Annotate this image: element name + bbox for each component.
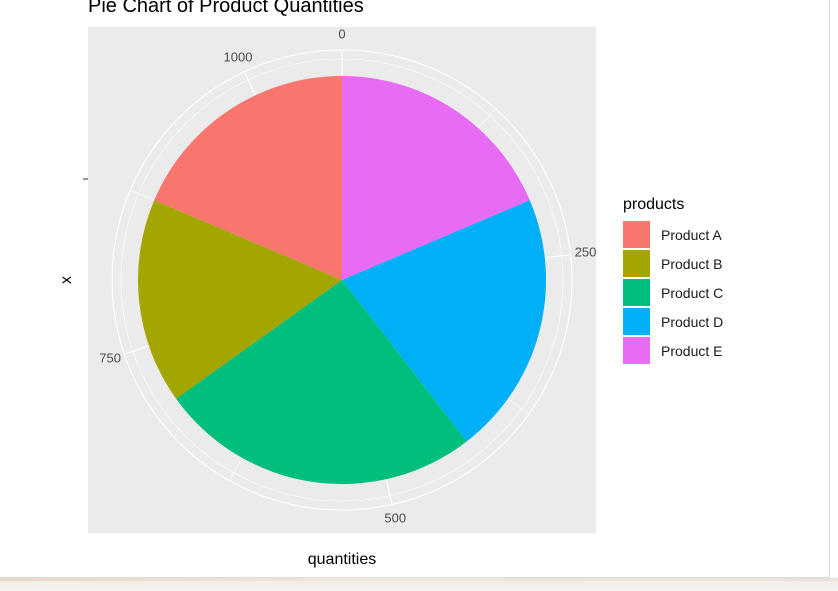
pie-slice-product-b [138,200,342,399]
tick-label: 1000 [224,50,253,65]
legend-label: Product C [661,284,724,301]
x-axis-label: quantities [308,551,377,568]
legend-swatch [623,308,650,335]
pie-slice-product-c [176,280,467,484]
grid-spoke [243,71,256,96]
legend-item: Product B [623,249,723,278]
legend-item: Product E [623,336,723,365]
legend-swatch [623,221,650,248]
grid-spoke-minor [131,190,155,201]
pie-slices [138,76,546,484]
legend: products Product A Product B Product C Prod… [623,194,723,365]
legend-item: Product D [623,307,723,336]
grid-spoke-minor [477,109,496,129]
grid-spoke [385,478,393,505]
pie-slice-product-e [342,76,530,280]
legend-items: Product A Product B Product C Product D Prod… [623,220,723,365]
tick-label: 250 [575,245,597,260]
legend-swatch [623,279,650,306]
pie-slice-product-a [154,76,342,280]
window-bottom-strip [0,578,838,591]
grid-spoke [544,254,571,259]
legend-item: Product C [623,278,723,307]
polar-grid [111,49,573,511]
legend-label: Product B [661,255,723,272]
grid-spoke-minor [229,457,243,480]
chart-title: Pie Chart of Product Quantities [88,0,364,17]
grid-circle-outer [111,49,573,511]
tick-label: 0 [338,26,345,41]
tick-label: 750 [99,351,121,366]
legend-item: Product A [623,220,723,249]
tick-label: 500 [384,511,406,526]
legend-label: Product D [661,313,724,330]
grid-circle-minor [120,58,564,502]
window-bottom-accent [0,578,838,581]
legend-swatch [623,250,650,277]
angle-tick-labels: 0 250 500 750 1000 [99,26,596,525]
legend-label: Product A [661,226,722,243]
pie-slice-product-d [342,200,546,442]
grid-spoke-minor [507,398,529,414]
legend-label: Product E [661,342,723,359]
y-axis-label: x [58,276,75,284]
legend-swatch [623,337,650,364]
grid-spoke [124,345,150,355]
legend-title: products [623,196,685,213]
